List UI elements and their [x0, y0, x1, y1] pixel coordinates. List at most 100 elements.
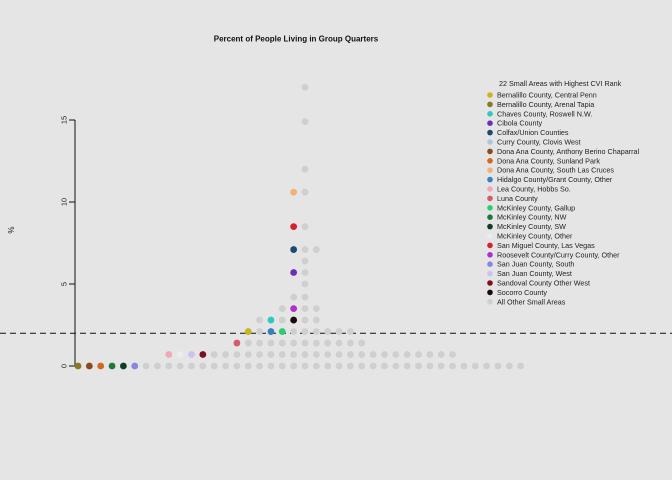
data-point [347, 351, 354, 358]
data-point [471, 362, 479, 370]
data-point [301, 83, 309, 91]
legend-swatch [487, 242, 493, 249]
data-point [278, 339, 286, 347]
data-point [267, 362, 275, 370]
data-point [210, 351, 218, 358]
legend-entry-label: McKinley County, NW [497, 213, 567, 222]
legend-swatch [487, 167, 493, 173]
data-point [256, 316, 263, 324]
data-point [244, 339, 252, 347]
legend-swatch [487, 280, 493, 286]
data-point [403, 351, 411, 358]
y-tick-label: 5 [59, 282, 68, 286]
data-point [301, 328, 309, 335]
data-point [324, 339, 332, 347]
data-point [97, 362, 105, 370]
data-point [392, 351, 400, 358]
data-point [85, 362, 93, 370]
data-point [290, 328, 298, 335]
data-point [142, 362, 150, 370]
data-point [301, 165, 309, 173]
data-point [267, 339, 275, 347]
data-point [165, 362, 173, 370]
legend-swatch [487, 270, 493, 277]
data-point [381, 351, 388, 358]
data-point [437, 351, 445, 358]
legend-entry-label: Colfax/Union Counties [497, 128, 569, 137]
data-point [335, 339, 343, 347]
data-point [301, 305, 309, 312]
legend-entry-label: Cibola County [497, 119, 543, 128]
legend-swatch [487, 158, 493, 164]
y-tick-label: 0 [59, 364, 68, 368]
legend-swatch [487, 252, 493, 258]
legend: 22 Small Areas with Highest CVI Rank Ber… [487, 79, 640, 306]
legend-swatch [487, 195, 493, 202]
data-point [335, 362, 343, 370]
legend-entry-label: Dona Ana County, South Las Cruces [497, 166, 614, 175]
data-point [301, 118, 309, 126]
data-point [188, 362, 195, 370]
legend-swatch [487, 101, 493, 108]
legend-entry-label: McKinley County, Gallup [497, 203, 575, 212]
legend-title: 22 Small Areas with Highest CVI Rank [499, 79, 622, 88]
legend-swatch [487, 120, 493, 126]
legend-swatch [487, 186, 493, 192]
legend-entry-label: San Miguel County, Las Vegas [497, 241, 595, 250]
data-point [290, 305, 298, 312]
data-point [222, 362, 229, 370]
legend-entry-label: Socorro County [497, 288, 547, 297]
legend-swatch [487, 92, 493, 98]
data-point [301, 316, 309, 324]
data-point [392, 362, 400, 370]
data-point [210, 362, 218, 370]
data-point [437, 362, 445, 370]
data-point [312, 305, 320, 312]
data-point [415, 351, 422, 358]
data-point [278, 351, 286, 358]
data-point [460, 362, 468, 370]
data-point [517, 362, 525, 370]
chart-title: Percent of People Living in Group Quarte… [214, 35, 379, 44]
data-point [347, 339, 354, 347]
legend-swatch [487, 139, 493, 145]
data-point [188, 351, 195, 358]
data-point [312, 362, 320, 370]
data-point [256, 328, 263, 335]
data-point [312, 246, 320, 253]
data-point [256, 362, 263, 370]
data-point [369, 351, 377, 358]
legend-swatch [487, 233, 493, 239]
legend-entry-label: McKinley County, Other [497, 232, 573, 241]
data-point [301, 223, 309, 231]
data-point [301, 246, 309, 253]
data-point [335, 351, 343, 358]
data-point [301, 257, 309, 265]
data-point [301, 293, 309, 301]
data-point [131, 362, 139, 370]
data-point [290, 362, 298, 370]
legend-swatch [487, 148, 493, 155]
data-point [483, 362, 490, 370]
data-point [324, 328, 332, 335]
data-point [301, 362, 309, 370]
y-tick-label: 15 [59, 116, 68, 124]
data-point [324, 362, 332, 370]
data-point [165, 351, 173, 358]
data-point [199, 362, 207, 370]
data-point [278, 328, 286, 335]
data-point [256, 351, 263, 358]
data-point [176, 351, 184, 358]
legend-entry-label: San Juan County, South [497, 260, 574, 269]
legend-entry-label: Dona Ana County, Sunland Park [497, 156, 600, 165]
data-point [301, 188, 309, 196]
data-point [290, 246, 298, 253]
data-point [347, 328, 354, 335]
data-point [290, 293, 298, 301]
data-point [278, 305, 286, 312]
data-point [267, 316, 275, 324]
data-point [290, 339, 298, 347]
data-point [267, 351, 275, 358]
legend-swatch [487, 214, 493, 220]
data-point [301, 339, 309, 347]
